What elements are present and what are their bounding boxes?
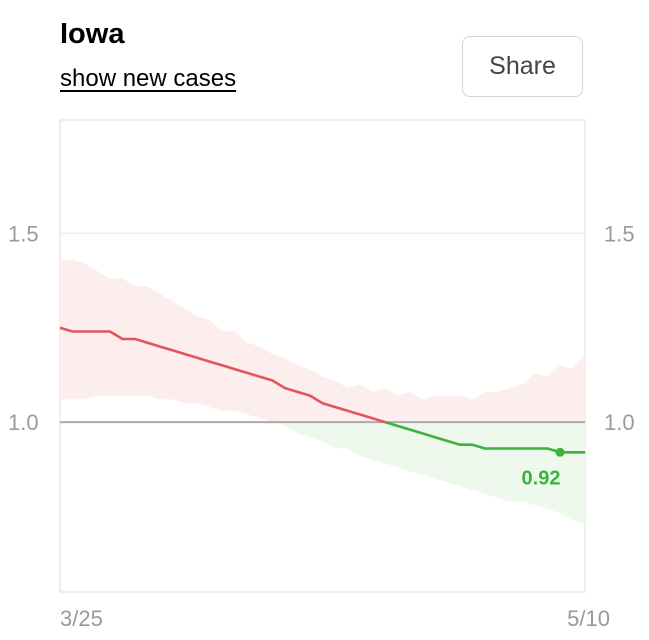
share-button[interactable]: Share (462, 36, 583, 97)
annotation-group: 0.92 (522, 467, 561, 489)
series-group (59, 326, 587, 457)
y-tick-right-1.0: 1.0 (604, 410, 635, 435)
page-title: Iowa (60, 18, 125, 50)
y-tick-left-1.5: 1.5 (8, 221, 39, 246)
series-line-above (59, 326, 386, 424)
x-tick-end: 5/10 (567, 606, 610, 631)
x-tick-start: 3/25 (60, 606, 103, 631)
y-tick-right-1.5: 1.5 (604, 221, 635, 246)
bands-group (60, 259, 585, 524)
y-ticks-group: 1.0 1.0 1.5 1.5 (8, 221, 635, 435)
confidence-band-above (60, 259, 585, 423)
latest-point (555, 447, 565, 457)
latest-value-label: 0.92 (522, 467, 561, 489)
series-line-below (384, 420, 585, 454)
y-tick-left-1.0: 1.0 (8, 410, 39, 435)
x-ticks-group: 3/25 5/10 (60, 606, 610, 631)
show-new-cases-link[interactable]: show new cases (60, 65, 237, 92)
